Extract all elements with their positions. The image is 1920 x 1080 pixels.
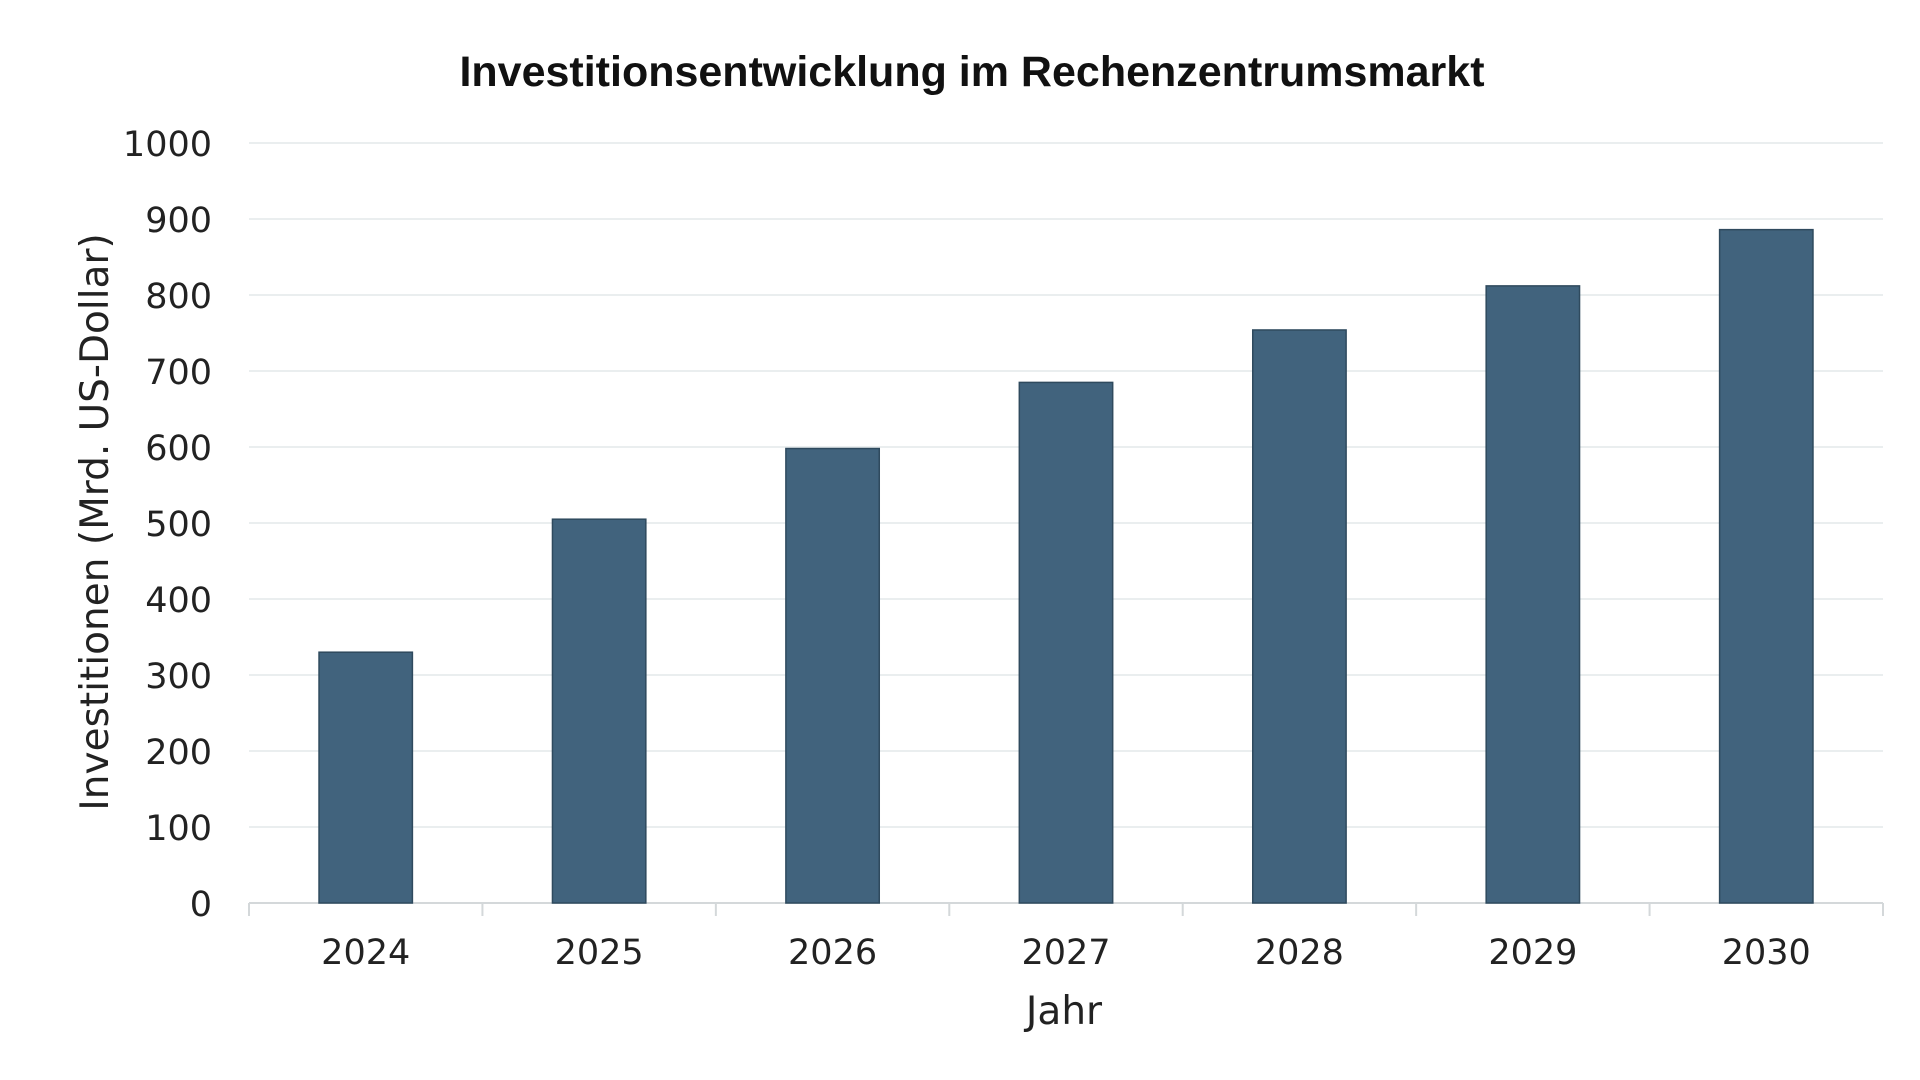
y-tick-label: 800 [145,277,212,317]
bar-2030 [1718,228,1814,904]
x-axis [248,902,1884,916]
bar-2027 [1018,381,1114,904]
x-tick-label: 2030 [1722,933,1811,973]
y-tick-label: 700 [145,353,212,393]
y-tick-label: 600 [145,429,212,469]
y-tick-label: 100 [145,809,212,849]
y-tick-label: 900 [145,201,212,241]
y-tick-label: 200 [145,733,212,773]
x-axis-tick-labels: 2024 2025 2026 2027 2028 2029 2030 [321,933,1811,973]
y-axis-label: Investitionen (Mrd. US-Dollar) [73,233,118,810]
x-tick-label: 2024 [321,933,410,973]
x-tick-label: 2028 [1255,933,1344,973]
x-tick-label: 2029 [1488,933,1577,973]
y-tick-label: 300 [145,657,212,697]
bar-2029 [1485,285,1581,904]
bar-2028 [1251,329,1347,904]
y-tick-label: 0 [190,885,212,925]
x-tick-label: 2027 [1021,933,1110,973]
bar-2024 [318,651,414,904]
y-tick-label: 500 [145,505,212,545]
y-tick-label: 400 [145,581,212,621]
x-tick-label: 2026 [788,933,877,973]
y-axis-tick-labels: 0 100 200 300 400 500 600 700 800 900 1000 [123,125,212,925]
x-axis-label: Jahr [1023,989,1103,1034]
bars [318,228,1814,904]
x-tick-label: 2025 [555,933,644,973]
y-tick-label: 1000 [123,125,212,165]
bar-2025 [551,518,647,904]
chart-title: Investitionsentwicklung im Rechenzentrum… [459,48,1484,96]
bar-2026 [785,447,881,904]
